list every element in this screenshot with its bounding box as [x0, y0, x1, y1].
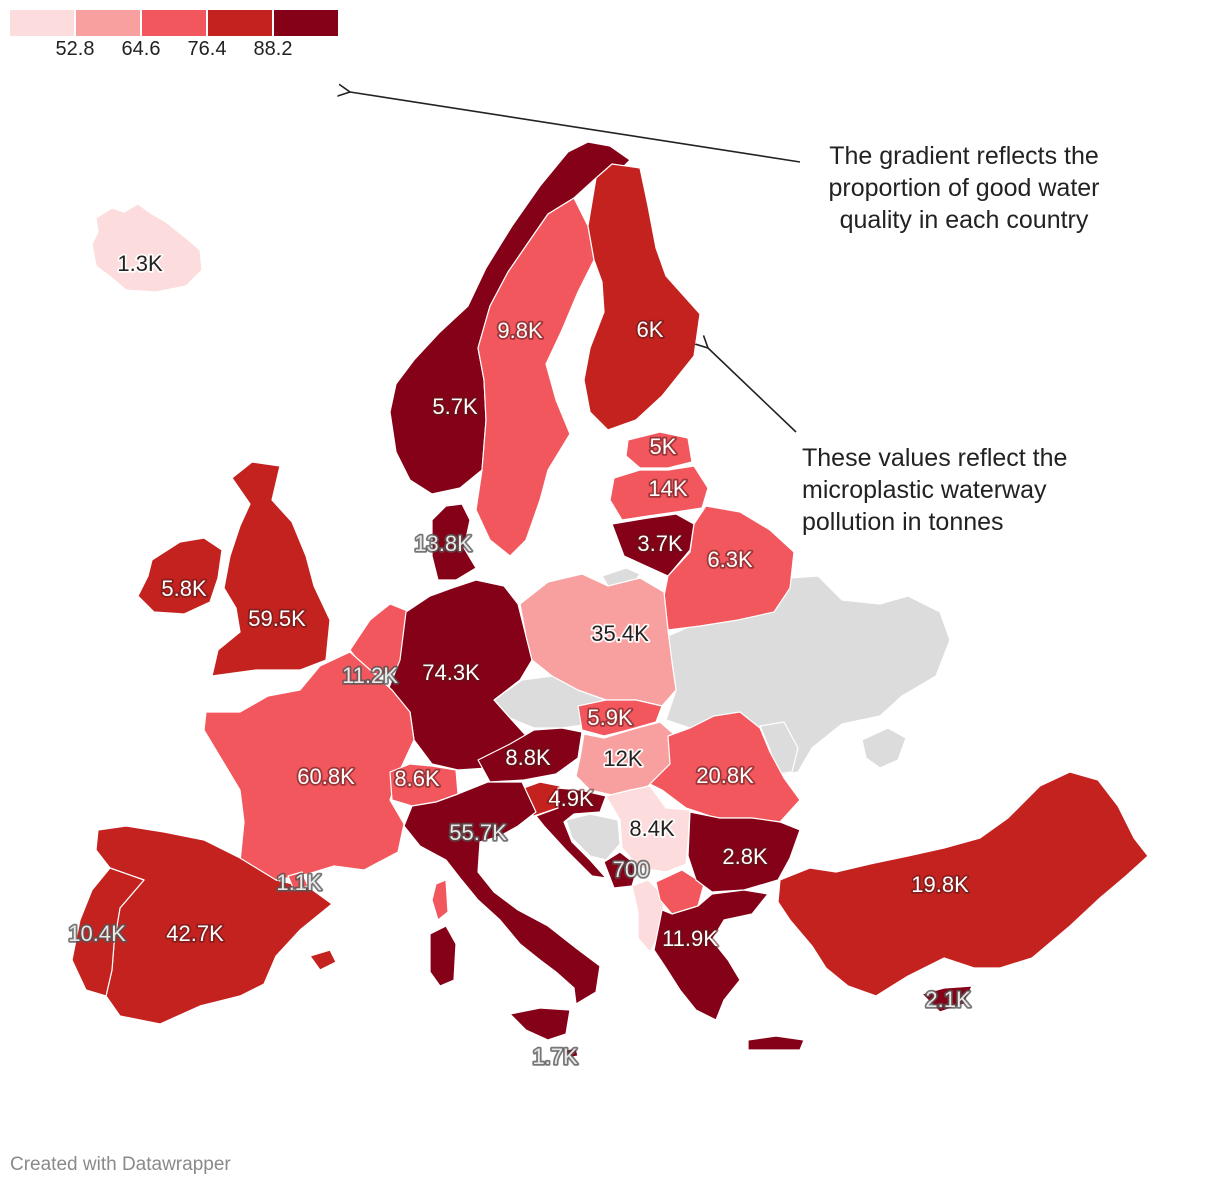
value-label-netherlands: 11.2K: [342, 663, 398, 688]
value-label-norway: 5.7K: [432, 394, 478, 419]
montenegro: [603, 851, 639, 889]
uk: [211, 461, 331, 677]
value-label-denmark: 13.8K: [414, 531, 472, 556]
latvia: [609, 465, 709, 521]
value-labels: 1.3K 5.7K 9.8K 6K 5K 14K 3.7K 6.3K 13.8K 5.8K 59.5…: [67, 249, 973, 1071]
value-label-france: 60.8K: [297, 764, 355, 789]
serbia: [605, 785, 691, 873]
greece: [653, 889, 769, 1021]
values-annotation: These values reflect the microplastic wa…: [802, 444, 1068, 536]
value-label-iceland: 1.3K: [117, 251, 163, 276]
gradient-annotation: The gradient reflects the proportion of …: [828, 142, 1100, 234]
data-countries: [71, 141, 1149, 1059]
no-data-countries: [493, 567, 951, 861]
austria: [477, 727, 583, 783]
value-label-germany: 74.3K: [422, 660, 480, 685]
value-label-turkey: 19.8K: [911, 872, 969, 897]
value-label-switzerland: 8.6K: [394, 766, 440, 791]
value-label-uk: 59.5K: [248, 606, 306, 631]
corsica: [431, 879, 449, 921]
moldova-region: [759, 721, 799, 775]
bosnia-region: [565, 813, 621, 861]
ireland: [137, 537, 223, 615]
value-label-finland: 6K: [637, 317, 664, 342]
gradient-annotation-arrow: [350, 92, 801, 163]
sicily: [509, 1007, 571, 1041]
color-legend: 52.8 64.6 76.4 88.2: [10, 10, 340, 66]
value-label-slovenia: 4.9K: [548, 786, 594, 811]
value-label-lithuania: 3.7K: [637, 531, 683, 556]
romania: [649, 711, 801, 823]
value-label-spain: 42.7K: [166, 921, 224, 946]
value-label-romania: 20.8K: [696, 763, 754, 788]
italy: [403, 781, 601, 1005]
value-label-portugal: 10.4K: [68, 921, 126, 946]
footer-credit: Created with Datawrapper: [10, 1154, 231, 1175]
malta: [565, 1047, 579, 1059]
legend-swatch: [10, 10, 74, 36]
value-label-montenegro: 700: [613, 857, 650, 882]
portugal: [71, 867, 145, 997]
denmark: [431, 503, 477, 581]
iceland: [91, 203, 203, 293]
crete: [747, 1035, 805, 1051]
croatia: [535, 787, 607, 879]
sweden: [475, 197, 595, 557]
value-label-italy: 55.7K: [449, 820, 507, 845]
value-label-belarus: 6.3K: [707, 547, 753, 572]
legend-tick-label: 64.6: [121, 38, 161, 60]
finland: [583, 163, 701, 431]
turkey: [777, 771, 1149, 997]
legend-swatch: [76, 10, 140, 36]
value-label-andorra: 1.1K: [276, 870, 322, 895]
value-label-bulgaria: 2.8K: [722, 844, 768, 869]
legend-swatch: [208, 10, 272, 36]
andorra: [287, 871, 309, 891]
legend-tick-label: 76.4: [187, 38, 227, 60]
value-label-ireland: 5.8K: [161, 576, 207, 601]
slovakia: [577, 699, 663, 737]
value-label-sweden: 9.8K: [497, 318, 543, 343]
legend-tick-label: 88.2: [253, 38, 293, 60]
values-annotation-arrow: [708, 348, 797, 433]
value-label-greece: 11.9K: [662, 926, 718, 951]
value-label-slovakia: 5.9K: [587, 705, 633, 730]
bulgaria: [687, 811, 801, 893]
value-label-poland: 35.4K: [591, 621, 649, 646]
value-label-estonia: 5K: [650, 434, 677, 459]
value-label-latvia: 14K: [648, 476, 687, 501]
value-label-cyprus: 2.1K: [925, 987, 971, 1012]
value-label-malta: 1.7K: [532, 1044, 578, 1069]
legend-ticks: 52.8 64.6 76.4 88.2: [10, 36, 340, 66]
estonia: [625, 431, 693, 469]
balearic-islands: [309, 949, 337, 971]
belarus: [663, 505, 795, 631]
sardinia: [429, 925, 457, 987]
cyprus: [921, 985, 973, 1013]
value-label-hungary: 12K: [603, 746, 642, 771]
value-label-serbia: 8.4K: [629, 816, 675, 841]
poland: [519, 573, 677, 707]
legend-swatch: [142, 10, 206, 36]
crimea-region: [861, 727, 907, 769]
legend-swatches: [10, 10, 340, 36]
legend-swatch: [274, 10, 338, 36]
legend-tick-label: 52.8: [55, 38, 95, 60]
value-label-austria: 8.8K: [505, 745, 551, 770]
france: [203, 651, 415, 881]
